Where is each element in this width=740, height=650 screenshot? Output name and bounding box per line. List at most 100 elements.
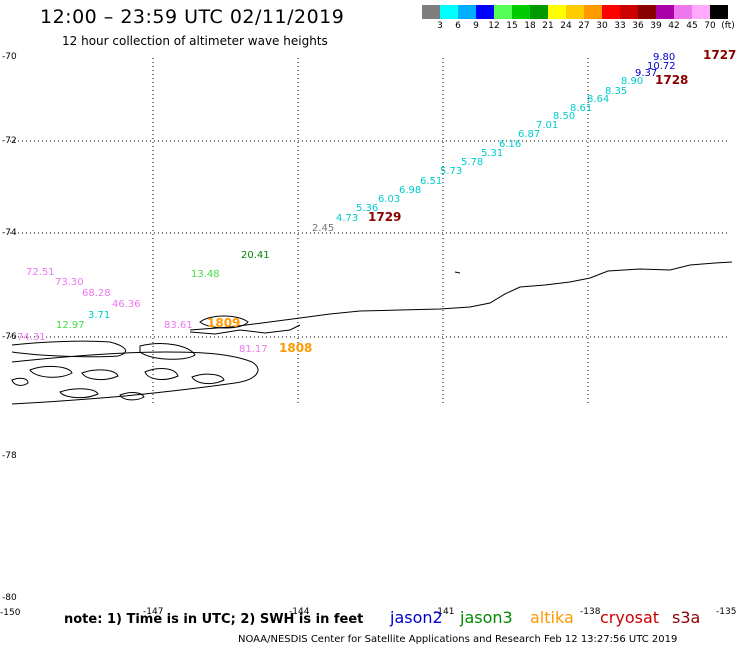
time-label: 1808 (279, 341, 313, 355)
legend-label: 15 (506, 21, 518, 31)
lon-label: -141 (434, 607, 455, 617)
legend-label: 21 (542, 21, 554, 31)
island (139, 343, 196, 360)
island (29, 365, 73, 378)
legend-swatch (512, 5, 530, 19)
lon-label: -150 (0, 608, 21, 618)
legend-label: 30 (596, 21, 608, 31)
legend-swatch (656, 5, 674, 19)
time-label: 1727 (703, 48, 737, 62)
wave-height-label: 46.36 (112, 299, 141, 310)
legend-label: 42 (668, 21, 680, 31)
graticule (10, 58, 730, 405)
footer-credit: NOAA/NESDIS Center for Satellite Applica… (238, 634, 678, 645)
island (11, 377, 29, 386)
time-label: 1728 (655, 73, 689, 87)
mission-label-jason3: jason3 (460, 608, 513, 627)
mission-label-altika: altika (530, 608, 574, 627)
legend-swatch (476, 5, 494, 19)
wave-height-label: 5.31 (481, 148, 504, 159)
coastline (11, 261, 733, 405)
wave-height-label: 12.97 (56, 320, 85, 331)
wave-height-label: 8.50 (553, 111, 576, 122)
wave-height-label: 6.98 (399, 185, 422, 196)
ice-shelf-front (189, 261, 733, 331)
wave-height-label: 83.61 (164, 320, 193, 331)
lat-label: -80 (2, 593, 17, 603)
legend-label: 27 (578, 21, 590, 31)
legend-swatch (710, 5, 728, 19)
island (81, 369, 119, 381)
wave-height-label: 5.78 (461, 157, 484, 168)
legend-label: 6 (455, 21, 461, 31)
wave-height-label: 8.61 (570, 103, 593, 114)
island (191, 373, 225, 385)
legend-swatch (530, 5, 548, 19)
legend-swatch (602, 5, 620, 19)
mission-label-s3a: s3a (672, 608, 701, 627)
lon-label: -138 (580, 607, 601, 617)
wave-height-label: 7.01 (536, 120, 559, 131)
color-legend: 3 6 9 12 15 18 21 24 27 30 33 36 39 42 45 70 (ft) (422, 5, 737, 31)
island (119, 392, 145, 401)
lon-label: -135 (716, 607, 737, 617)
legend-label: (ft) (721, 21, 735, 31)
page-title: 12:00 – 23:59 UTC 02/11/2019 (40, 6, 345, 28)
legend-label: 18 (524, 21, 536, 31)
legend-swatch (584, 5, 602, 19)
wave-height-label: 9.80 (653, 52, 676, 63)
wave-height-label: 13.48 (191, 269, 220, 280)
legend-label: 33 (614, 21, 626, 31)
legend-swatch (566, 5, 584, 19)
island (59, 388, 99, 399)
wave-height-label: 81.17 (239, 344, 268, 355)
wave-height-label: 6.51 (420, 176, 443, 187)
lat-label: -74 (2, 228, 17, 238)
legend-swatch (458, 5, 476, 19)
mission-label-cryosat: cryosat (600, 608, 660, 627)
legend-swatch (674, 5, 692, 19)
island (144, 368, 179, 380)
wave-height-label: 2.45 (312, 223, 335, 234)
wave-height-label: 5.36 (356, 203, 379, 214)
legend-swatch (692, 5, 710, 19)
wave-height-label: 10.72 (647, 61, 676, 72)
legend-swatch (620, 5, 638, 19)
legend-label: 36 (632, 21, 644, 31)
iceberg (454, 271, 461, 274)
wave-height-label: 3.71 (88, 310, 111, 321)
legend-label: 45 (686, 21, 698, 31)
mission-label-jason2: jason2 (390, 608, 443, 627)
legend-label: 9 (473, 21, 479, 31)
legend-label: 39 (650, 21, 662, 31)
lon-label: -147 (143, 607, 164, 617)
legend-label: 12 (488, 21, 500, 31)
wave-height-label: 9.37 (635, 68, 658, 79)
wave-height-label: 8.64 (587, 94, 610, 105)
legend-swatch (638, 5, 656, 19)
footer-note: note: 1) Time is in UTC; 2) SWH is in fe… (64, 612, 364, 627)
legend-label: 24 (560, 21, 572, 31)
wave-height-label: 6.87 (518, 129, 541, 140)
wave-height-label: 20.41 (241, 250, 270, 261)
lat-label: -78 (2, 451, 17, 461)
lat-label: -72 (2, 136, 17, 146)
legend-label: 3 (437, 21, 443, 31)
page-subtitle: 12 hour collection of altimeter wave hei… (62, 34, 328, 48)
wave-height-label: 5.73 (440, 166, 463, 177)
lon-label: -144 (289, 607, 310, 617)
coast-segment (11, 340, 127, 358)
time-label: 1809 (207, 316, 241, 330)
wave-height-label: 74.31 (17, 332, 46, 343)
wave-height-label: 6.16 (499, 139, 522, 150)
wave-height-label: 68.28 (82, 288, 111, 299)
lat-label: -76 (2, 332, 17, 342)
coast-segment (189, 324, 301, 335)
wave-height-label: 72.51 (26, 267, 55, 278)
legend-labels: 3 6 9 12 15 18 21 24 27 30 33 36 39 42 45 70 (ft) (431, 19, 737, 31)
legend-swatch (422, 5, 440, 19)
wave-height-label: 73.30 (55, 277, 84, 288)
wave-height-label: 8.35 (605, 86, 628, 97)
